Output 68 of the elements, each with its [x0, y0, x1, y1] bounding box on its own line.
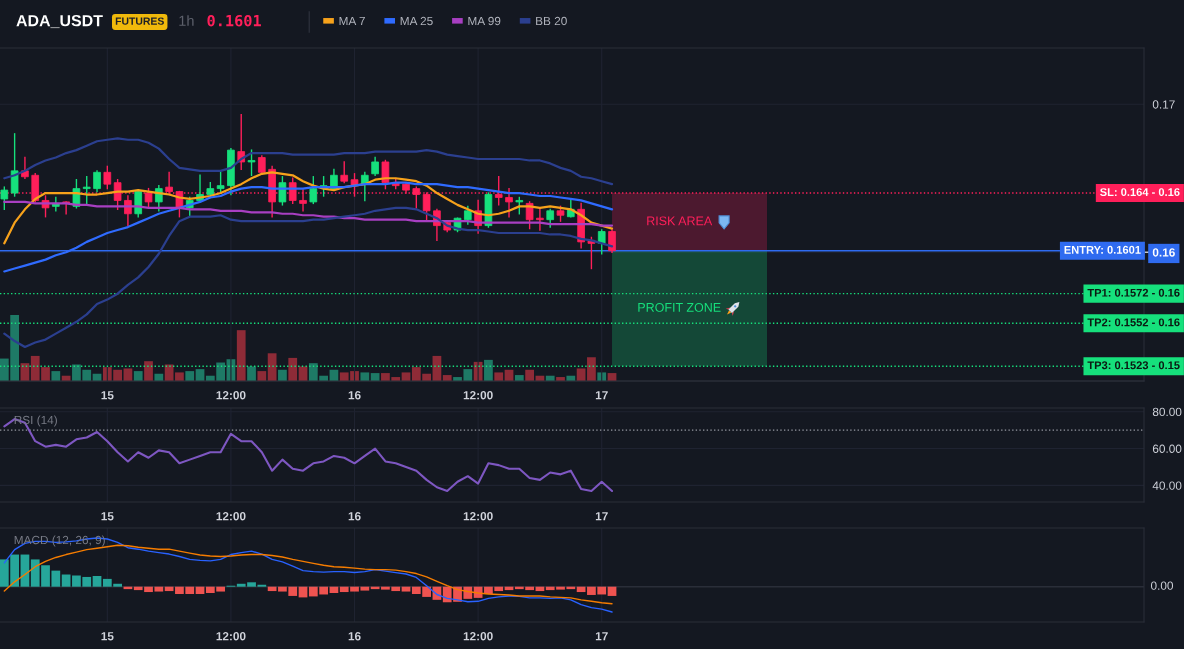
candlestick — [309, 176, 318, 205]
x-tick-label: 17 — [595, 391, 608, 400]
legend-label: MA 25 — [400, 16, 433, 26]
candlestick — [597, 229, 606, 255]
x-tick-label: 12:00 — [216, 512, 246, 521]
x-tick-label: 12:00 — [463, 512, 493, 521]
bar — [360, 372, 370, 381]
candlestick — [124, 195, 132, 227]
bar — [288, 357, 298, 381]
legend-label: MA 99 — [468, 16, 501, 26]
candlestick — [340, 161, 349, 184]
x-tick-label: 12:00 — [463, 632, 493, 641]
x-tick-label: 12:00 — [463, 391, 493, 400]
bar — [494, 372, 504, 381]
ref-line-label: SL: 0.164 - 0.16 — [1100, 188, 1180, 197]
legend-label: MA 7 — [339, 16, 365, 26]
candlestick — [216, 171, 225, 193]
candlestick — [10, 133, 19, 197]
candlestick — [536, 207, 544, 231]
candlestick — [381, 159, 390, 190]
candlestick — [144, 187, 153, 209]
y-tick-label: 0.16 — [1152, 248, 1175, 257]
bar — [587, 357, 596, 381]
x-tick-label: 16 — [348, 632, 361, 641]
ref-line-label: TP3: 0.1523 - 0.15 — [1087, 361, 1180, 370]
ref-line-label: ENTRY: 0.1601 — [1064, 245, 1141, 254]
x-tick-label: 17 — [595, 512, 608, 521]
bar — [236, 330, 246, 381]
y-tick-label: 40.00 — [1152, 481, 1182, 490]
x-tick-label: 15 — [101, 632, 114, 641]
text: 0.1601 — [207, 14, 261, 27]
ref-line-label: 0.00 — [1150, 581, 1174, 590]
x-tick-label: 16 — [348, 391, 361, 400]
bar — [257, 371, 267, 381]
text: PROFIT ZONE — [638, 302, 721, 312]
candlestick — [525, 201, 534, 230]
candlestick — [93, 170, 101, 193]
text: FUTURES — [115, 17, 164, 25]
candlestick — [0, 186, 9, 211]
text: RISK AREA — [647, 216, 713, 226]
y-tick-label: 60.00 — [1152, 444, 1182, 453]
bar — [133, 371, 143, 381]
bar — [247, 366, 256, 381]
candlestick — [103, 165, 112, 190]
bar — [92, 575, 102, 587]
candlestick — [505, 187, 513, 218]
y-tick-label: 0.17 — [1152, 100, 1175, 109]
x-tick-label: 15 — [101, 391, 114, 400]
legend-label: BB 20 — [536, 16, 567, 26]
bar — [144, 361, 153, 381]
bar — [525, 369, 534, 381]
bar — [484, 359, 493, 381]
x-tick-label: 16 — [348, 512, 361, 521]
bar — [185, 371, 195, 381]
ref-line-label: TP2: 0.1552 - 0.16 — [1087, 318, 1180, 327]
chart-title: ADA_USDT — [16, 14, 103, 29]
candlestick — [82, 176, 91, 205]
x-tick-label: 17 — [595, 632, 608, 641]
text: 1h — [179, 15, 194, 26]
x-tick-label: 12:00 — [216, 391, 246, 400]
bar — [401, 586, 411, 592]
candlestick — [247, 149, 256, 176]
ref-line-label: TP1: 0.1572 - 0.16 — [1087, 288, 1180, 297]
x-tick-label: 12:00 — [216, 632, 246, 641]
x-tick-label: 15 — [101, 512, 114, 521]
bar — [278, 369, 287, 381]
bar — [51, 371, 61, 381]
y-tick-label: 80.00 — [1152, 407, 1182, 417]
